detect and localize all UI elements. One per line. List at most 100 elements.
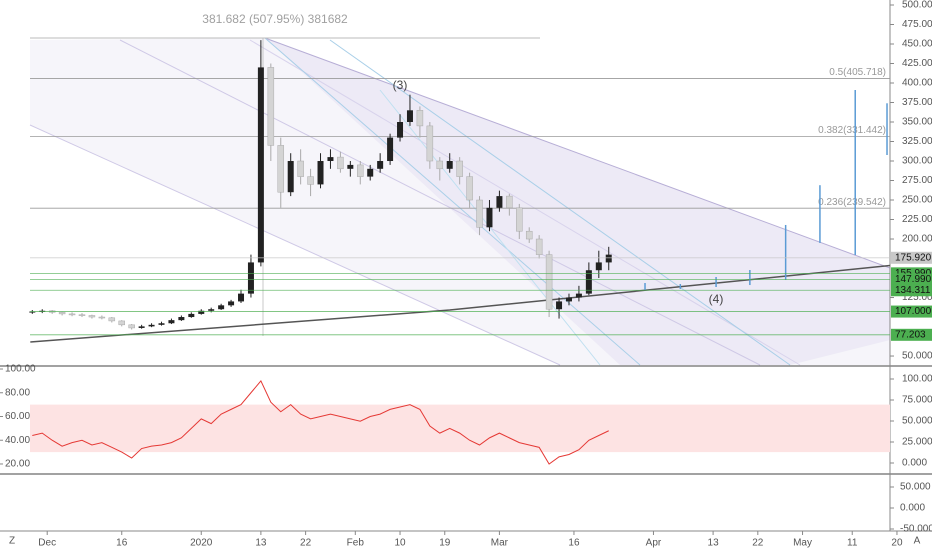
x-tick-label: 13: [708, 538, 720, 549]
corner-label: Z: [9, 536, 15, 547]
candle-body: [347, 164, 354, 169]
rsi-left-tick-label: 60.00: [5, 411, 30, 422]
wave-label: (4): [709, 292, 724, 306]
lower-tick-label: 50.000: [900, 482, 931, 493]
candle-body: [198, 310, 205, 314]
candle-body: [98, 316, 106, 319]
y-tick-label: 400.000: [902, 78, 932, 89]
trendline: [30, 264, 891, 343]
candle-body: [58, 312, 66, 315]
fib-label: 0.5(405.718): [829, 67, 886, 78]
candle-body: [406, 110, 413, 123]
y-tick-label: 50.000: [902, 351, 932, 362]
candle-body: [307, 176, 314, 185]
candle-body: [267, 67, 275, 146]
candle-body: [436, 160, 444, 170]
candle-body: [228, 301, 235, 306]
candle-body: [545, 254, 553, 310]
price-level-box: [891, 305, 932, 318]
candle-body: [138, 326, 145, 328]
x-tick-label: 2020: [190, 538, 213, 549]
candle-body: [585, 270, 592, 294]
rsi-line: [32, 379, 609, 465]
x-tick-label: 16: [116, 538, 128, 549]
measure-label: 381.682 (507.95%) 381682: [202, 12, 348, 26]
x-tick-label: 10: [394, 538, 406, 549]
candle-body: [68, 313, 76, 316]
channel-line: [119, 39, 761, 366]
candle-body: [387, 137, 394, 162]
candle-body: [456, 160, 463, 177]
y-tick-label: 475.000: [902, 19, 932, 30]
x-tick-label: 19: [439, 538, 451, 549]
fib-label: 0.236(239.542): [818, 197, 886, 208]
candle-body: [466, 176, 473, 201]
y-tick-label: 325.000: [902, 136, 932, 147]
candle-body: [108, 317, 116, 322]
candle-body: [357, 164, 364, 177]
candle-body: [118, 320, 125, 326]
corner-label: A: [914, 536, 921, 547]
rsi-right-tick-label: 0.000: [902, 458, 927, 469]
y-tick-label: 350.000: [902, 117, 932, 128]
candle-body: [257, 67, 264, 263]
x-tick-label: 22: [300, 538, 312, 549]
candle-body: [218, 305, 225, 310]
rsi-left-tick-label: 20.00: [5, 459, 30, 470]
candle-body: [337, 156, 344, 170]
candle-body: [317, 161, 324, 185]
candle-body: [188, 313, 195, 318]
fan-line: [379, 89, 601, 366]
price-level-box: [891, 251, 932, 264]
y-tick-label: 200.000: [902, 234, 932, 245]
x-tick-label: Apr: [646, 538, 662, 549]
y-tick-label: 375.000: [902, 97, 932, 108]
price-level-label: 175.920: [895, 252, 932, 263]
candle-body: [416, 110, 424, 127]
wave-label: (3): [393, 78, 408, 92]
price-level-label: 107.000: [895, 306, 932, 317]
candle-body: [287, 161, 294, 193]
candle-body: [595, 262, 602, 271]
rsi-right-tick-label: 50.000: [902, 416, 932, 427]
candle-body: [297, 160, 304, 177]
y-tick-label: 500.000: [902, 0, 932, 11]
candle-body: [327, 157, 334, 162]
y-tick-label: 225.000: [902, 214, 932, 225]
candle-body: [496, 196, 503, 208]
fib-label: 0.382(331.442): [818, 125, 886, 136]
price-level-label: 134.311: [895, 285, 931, 296]
fan-line: [264, 37, 641, 366]
candle-body: [535, 238, 543, 255]
y-tick-label: 425.000: [902, 58, 932, 69]
candle-body: [397, 122, 404, 138]
fan-line: [329, 39, 791, 366]
price-level-label: 77.203: [895, 329, 926, 340]
candle-body: [367, 168, 374, 177]
rsi-right-tick-label: 25.000: [902, 437, 932, 448]
lower-tick-label: 0.000: [900, 503, 925, 514]
rsi-right-tick-label: 100.000: [902, 374, 932, 385]
candle-body: [446, 161, 453, 169]
x-tick-label: 22: [752, 538, 764, 549]
candle-body: [29, 311, 36, 313]
candle-body: [277, 145, 285, 193]
price-level-label: 155.990: [895, 268, 932, 279]
candle-body: [506, 195, 513, 209]
candle-body: [78, 314, 86, 316]
x-tick-label: Feb: [347, 538, 365, 549]
rsi-left-tick-label: 80.00: [5, 387, 30, 398]
channel-line: [249, 39, 801, 366]
candle-body: [426, 125, 434, 162]
x-tick-label: Mar: [491, 538, 509, 549]
rsi-right-tick-label: 75.000: [902, 395, 932, 406]
x-tick-label: 13: [255, 538, 267, 549]
candle-body: [377, 161, 384, 169]
candle-body: [148, 324, 155, 327]
rsi-left-tick-label: 100.00: [5, 364, 36, 375]
candle-body: [556, 301, 563, 310]
candle-body: [168, 320, 175, 324]
candle-body: [178, 317, 185, 321]
lower-tick-label: -50.000: [900, 524, 932, 535]
candle-body: [605, 254, 612, 263]
